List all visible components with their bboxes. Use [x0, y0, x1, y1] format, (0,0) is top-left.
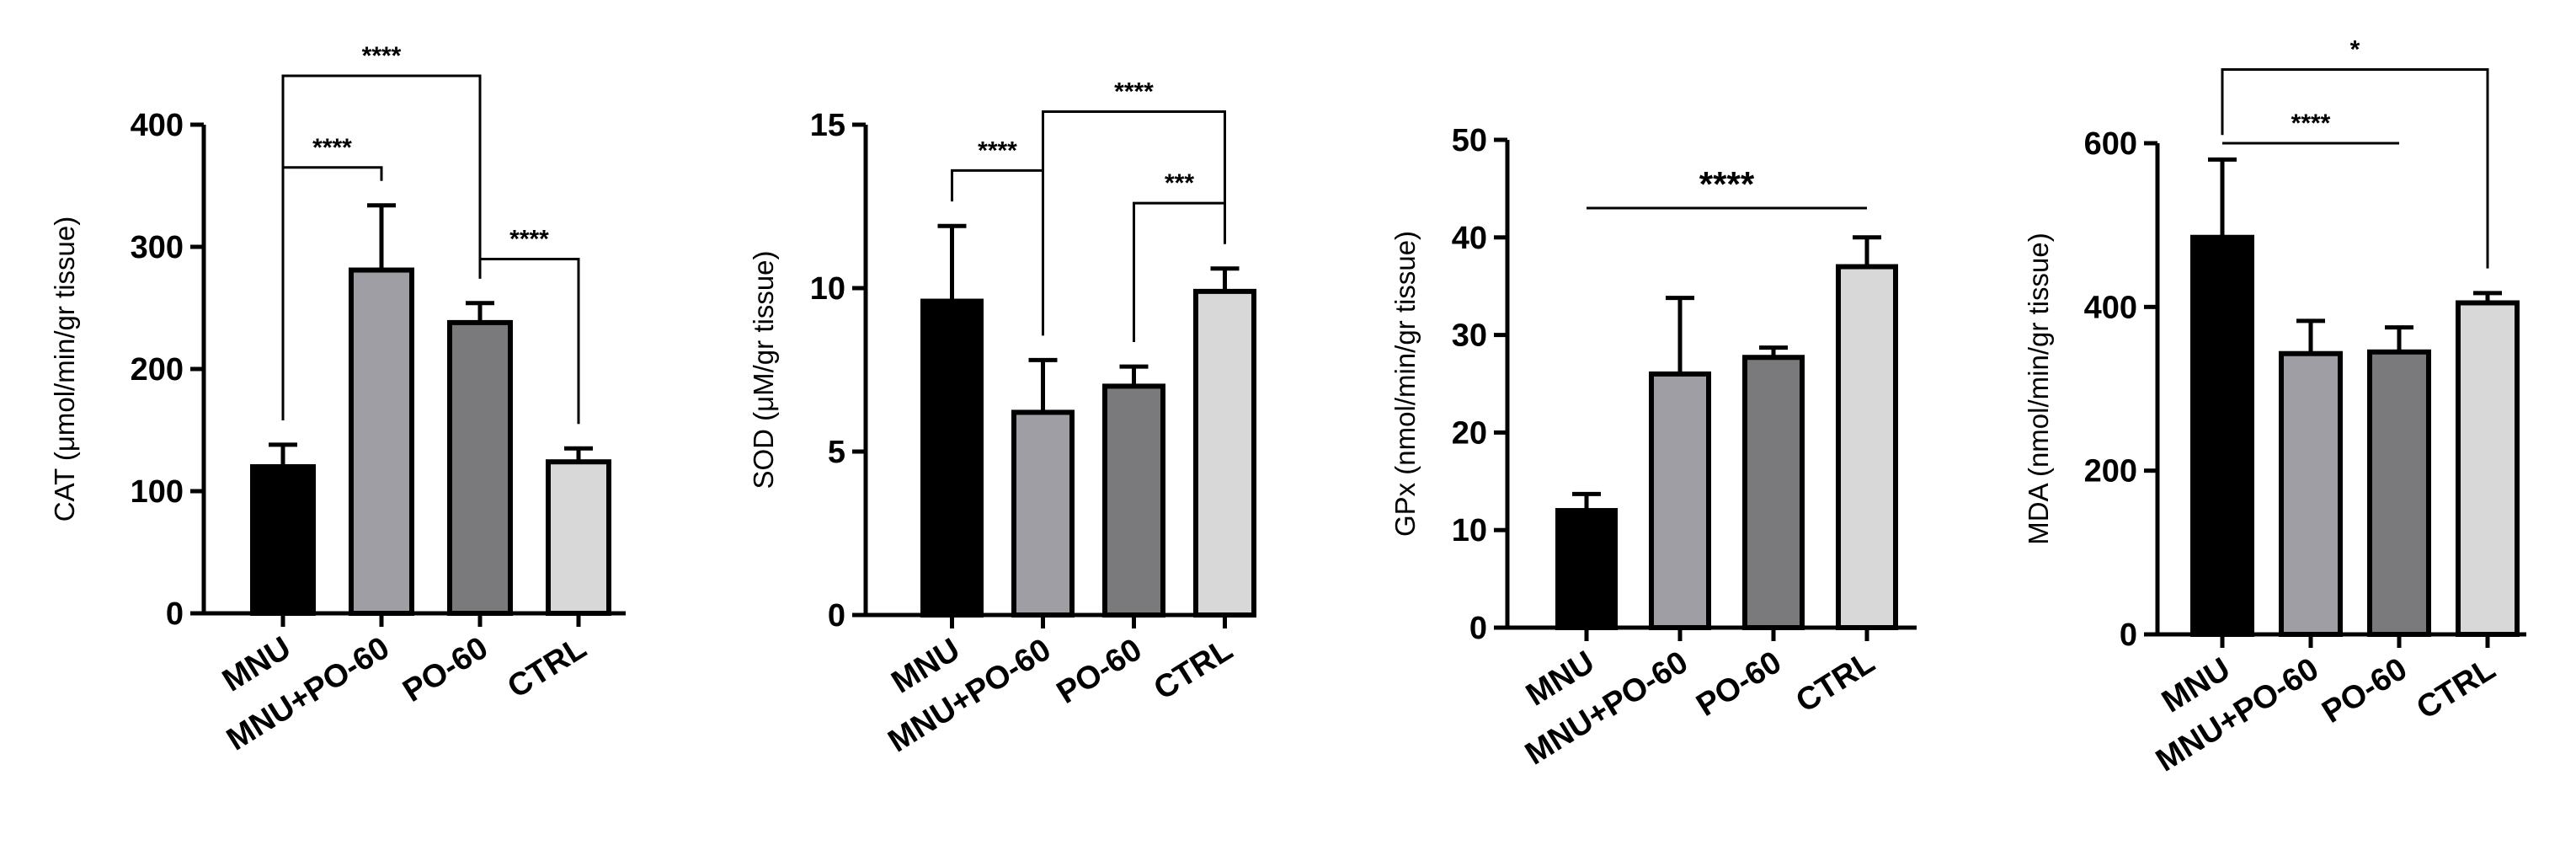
bar-ctrl	[1836, 264, 1898, 630]
bar-mnu-po-60	[349, 267, 414, 616]
significance-label: ***	[1165, 169, 1194, 197]
significance-label: ****	[509, 226, 549, 254]
x-category-label: PO-60	[1051, 632, 1148, 711]
bar-mnu	[2190, 234, 2254, 637]
y-axis-title: CAT (μmol/min/gr tissue)	[49, 217, 80, 522]
bar-mnu	[250, 464, 316, 616]
y-tick-label: 30	[1452, 318, 1487, 354]
bar-ctrl	[1193, 288, 1256, 618]
bar-ctrl	[546, 459, 611, 617]
x-category-label: CTRL	[1148, 632, 1239, 707]
significance-label: ****	[312, 134, 352, 162]
x-category-label: PO-60	[397, 630, 493, 709]
significance-bracket	[1133, 201, 1226, 343]
y-tick-label: 400	[131, 108, 184, 143]
bar-po-60	[2367, 349, 2431, 637]
y-tick-label: 100	[131, 474, 184, 510]
x-category-label: PO-60	[2316, 651, 2413, 730]
y-tick-label: 20	[1452, 415, 1487, 451]
y-axis-title: GPx (nmol/min/gr tissue)	[1389, 231, 1421, 537]
significance-bracket	[281, 74, 482, 420]
y-tick-label: 10	[1452, 513, 1487, 548]
x-category-label: CTRL	[1790, 644, 1881, 719]
significance-bracket	[1042, 110, 1226, 336]
y-axis-title: SOD (μM/gr tissue)	[748, 250, 779, 489]
significance-bracket	[2221, 68, 2489, 269]
significance-label: *	[2350, 36, 2360, 64]
y-tick-label: 400	[2084, 290, 2137, 325]
bar-mnu	[920, 298, 984, 618]
significance-label: ****	[2291, 110, 2331, 137]
bar-po-60	[1102, 383, 1165, 618]
y-tick-label: 15	[810, 108, 845, 143]
x-category-label: CTRL	[502, 630, 593, 705]
bar-po-60	[447, 319, 513, 616]
y-tick-label: 600	[2084, 126, 2137, 162]
x-category-label: PO-60	[1690, 644, 1787, 724]
y-tick-label: 0	[1469, 611, 1487, 646]
y-tick-label: 0	[828, 598, 845, 634]
significance-bracket	[478, 258, 580, 425]
bar-ctrl	[2456, 300, 2520, 637]
y-tick-label: 0	[2120, 618, 2137, 653]
significance-label: ****	[978, 136, 1017, 164]
bar-mnu-po-60	[1649, 371, 1711, 630]
significance-label: ****	[362, 42, 402, 70]
bar-mnu-po-60	[2279, 350, 2343, 637]
y-tick-label: 0	[166, 596, 184, 632]
y-tick-label: 200	[2084, 454, 2137, 489]
bar-po-60	[1742, 355, 1805, 630]
significance-label: ****	[1114, 78, 1154, 105]
bar-mnu-po-60	[1011, 409, 1075, 618]
significance-label: ****	[1699, 164, 1755, 204]
y-tick-label: 10	[810, 271, 845, 307]
y-tick-label: 200	[131, 352, 184, 388]
y-tick-label: 40	[1452, 221, 1487, 256]
y-tick-label: 50	[1452, 123, 1487, 158]
y-axis-title: MDA (nmol/min/gr tissue)	[2023, 233, 2054, 544]
y-tick-label: 5	[828, 435, 845, 470]
x-category-label: CTRL	[2411, 651, 2502, 726]
bar-mnu	[1555, 508, 1618, 630]
y-tick-label: 300	[131, 230, 184, 265]
